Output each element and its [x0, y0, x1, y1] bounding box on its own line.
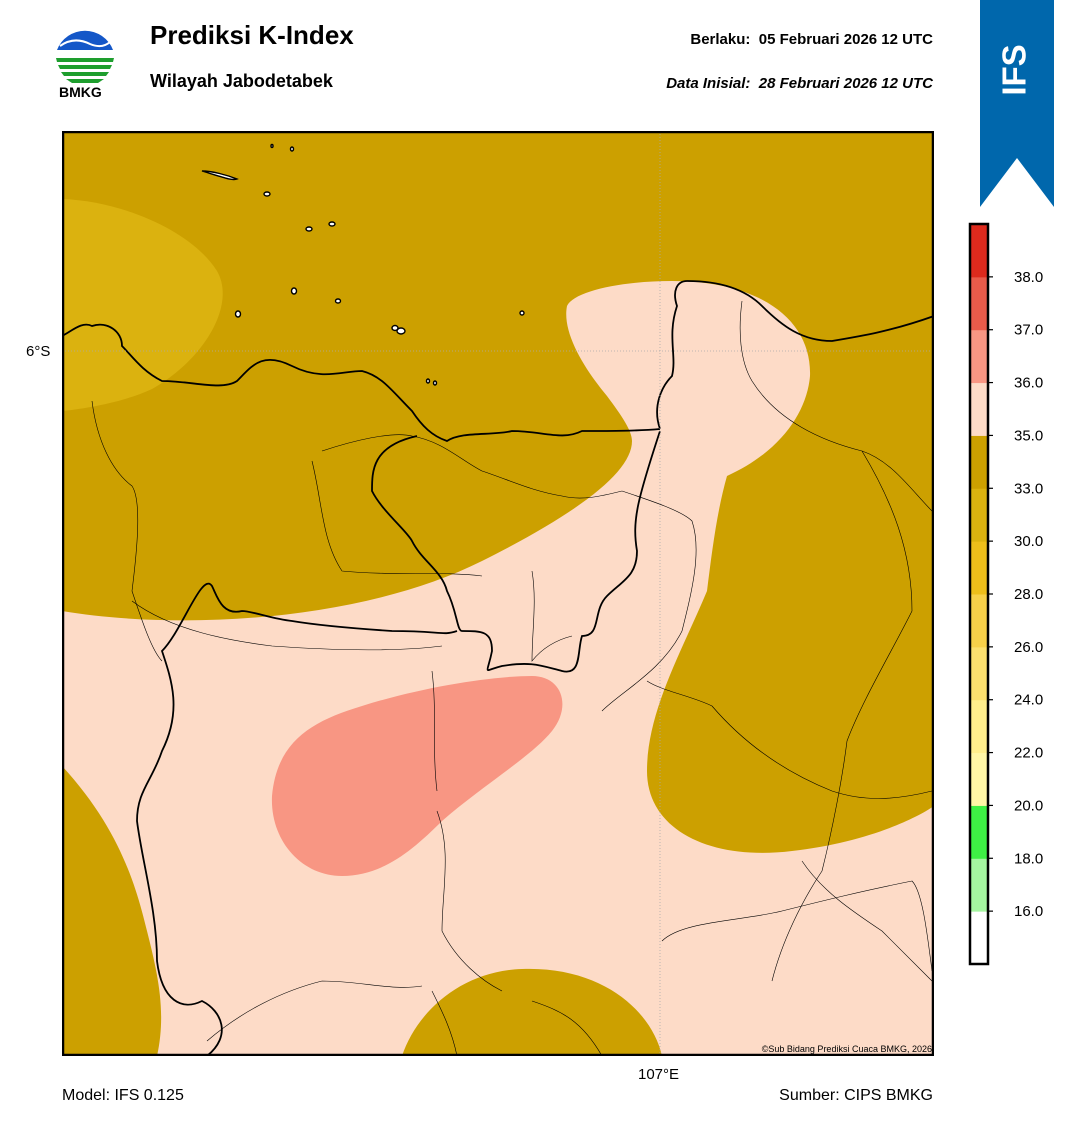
colorbar-segment: [970, 699, 988, 754]
bmkg-logo: BMKG: [50, 18, 120, 104]
k-index-region-28-30: [62, 199, 223, 411]
colorbar-tick-label: 36.0: [1014, 375, 1043, 392]
colorbar-tick-label: 38.0: [1014, 269, 1043, 286]
colorbar-tick-label: 28.0: [1014, 586, 1043, 603]
colorbar-segment: [970, 276, 988, 331]
colorbar-segment: [970, 435, 988, 489]
colorbar-segment: [970, 858, 988, 912]
k-index-region-36-37: [271, 676, 563, 876]
init-time-value: 28 Februari 2026 12 UTC: [758, 75, 933, 92]
model-label: Model: IFS 0.125: [62, 1087, 184, 1104]
valid-time-value: 05 Februari 2026 12 UTC: [758, 31, 933, 48]
valid-time-label: Berlaku:: [690, 31, 751, 48]
map-frame: [61, 130, 935, 1057]
page-title: Prediksi K-Index: [150, 20, 354, 50]
colorbar-segment: [970, 752, 988, 806]
logo-text: BMKG: [59, 84, 102, 100]
colorbar-tick-label: 16.0: [1014, 903, 1043, 920]
colorbar-segment: [970, 382, 988, 436]
colorbar-tick-label: 20.0: [1014, 797, 1043, 814]
colorbar-tick-label: 33.0: [1014, 480, 1043, 497]
colorbar-tick-label: 30.0: [1014, 533, 1043, 550]
k-index-region-35-36: [62, 281, 934, 1056]
colorbar-tick-label: 26.0: [1014, 639, 1043, 656]
colorbar-segment: [970, 488, 988, 542]
longitude-label: 107°E: [638, 1066, 680, 1083]
source-label: Sumber: CIPS BMKG: [779, 1087, 933, 1104]
colorbar-tick-label: 18.0: [1014, 850, 1043, 867]
bmkg-emblem-icon: [55, 26, 115, 86]
ribbon-shape: IFS: [980, 0, 1054, 207]
init-time: Data Inisial: 28 Februari 2026 12 UTC: [666, 75, 933, 92]
copyright-text: ©Sub Bidang Prediksi Cuaca BMKG, 2026: [761, 1044, 932, 1054]
valid-time: Berlaku: 05 Februari 2026 12 UTC: [690, 31, 933, 48]
colorbar-tick-label: 37.0: [1014, 322, 1043, 339]
k-index-map: [61, 130, 935, 1057]
colorbar-segment: [970, 911, 988, 965]
colorbar-tick-label: 24.0: [1014, 692, 1043, 709]
colorbar-segment: [970, 646, 988, 701]
map-canvas: [61, 130, 935, 1057]
colorbar-segment: [970, 805, 988, 859]
colorbar-segment: [970, 329, 988, 384]
province-boundaries: [61, 280, 935, 1057]
colorbar-segment: [970, 224, 988, 278]
ifs-ribbon: IFS: [980, 0, 1054, 210]
graticule: [62, 131, 934, 1056]
colorbar-tick-label: 22.0: [1014, 745, 1043, 762]
ribbon-text: IFS: [996, 44, 1033, 95]
colorbar-segment: [970, 541, 988, 595]
colorbar-tick-label: 35.0: [1014, 427, 1043, 444]
k-index-colorbar: 16.0 18.0 20.0 22.0 24.0 26.0 28.0 30.0 33.0 35.0…: [968, 222, 1068, 968]
district-boundaries: [91, 300, 933, 1057]
colorbar-segment: [970, 594, 988, 648]
colorbar-graphic: 16.0 18.0 20.0 22.0 24.0 26.0 28.0 30.0 33.0 35.0…: [968, 222, 1043, 966]
latitude-label: 6°S: [26, 343, 51, 360]
islands: [201, 143, 525, 386]
region-subtitle: Wilayah Jabodetabek: [150, 71, 333, 91]
init-time-label: Data Inisial:: [666, 75, 751, 92]
